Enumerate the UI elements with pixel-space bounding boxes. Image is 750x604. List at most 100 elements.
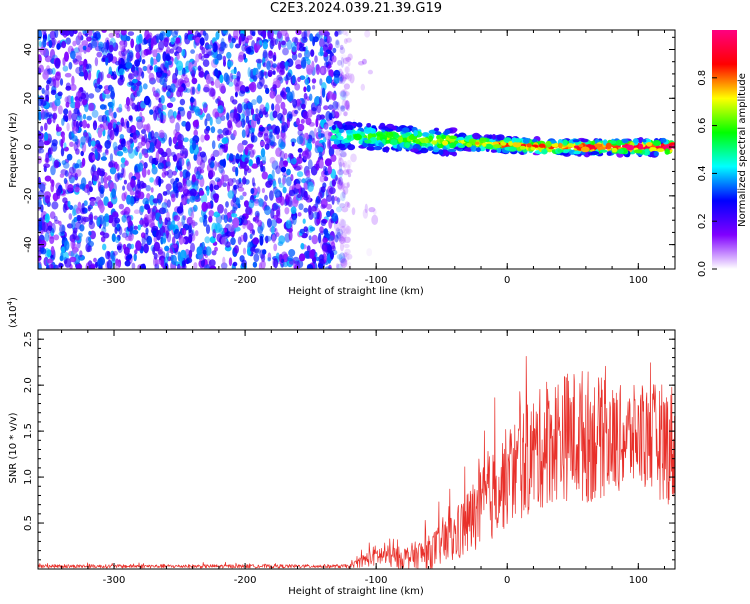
heatmap-noise-cell	[242, 110, 246, 119]
heatmap-noise-cell	[44, 175, 52, 182]
heatmap-noise-cell	[323, 176, 329, 182]
heatmap-noise-cell	[85, 184, 90, 189]
heatmap-noise-cell	[252, 229, 255, 236]
heatmap-ridge-cell	[385, 128, 394, 132]
heatmap-noise-cell	[275, 218, 283, 224]
heatmap-noise-cell	[247, 67, 251, 78]
heatmap-noise-cell	[144, 153, 149, 159]
heatmap-noise-cell	[275, 165, 281, 175]
heatmap-noise-cell	[209, 265, 217, 269]
heatmap-noise-cell	[40, 204, 44, 213]
heatmap-noise-cell	[230, 95, 235, 103]
heatmap-noise-cell	[68, 213, 73, 220]
heatmap-noise-cell	[75, 55, 82, 62]
heatmap-noise-cell	[271, 63, 277, 68]
heatmap-noise-cell	[159, 76, 165, 86]
heatmap-noise-cell	[206, 202, 212, 209]
heatmap-noise-cell	[287, 196, 293, 207]
heatmap-noise-cell	[88, 180, 92, 187]
heatmap-noise-cell	[141, 71, 145, 79]
heatmap-noise-cell	[140, 50, 147, 58]
heatmap-noise-cell	[92, 120, 98, 131]
heatmap-noise-cell	[323, 165, 327, 172]
heatmap-noise-cell	[340, 105, 346, 112]
heatmap-noise-cell	[204, 118, 208, 127]
heatmap-noise-cell	[129, 97, 134, 107]
heatmap-noise-cell	[186, 216, 193, 226]
heatmap-noise-cell	[156, 35, 160, 44]
heatmap-noise-cell	[238, 35, 242, 46]
heatmap-noise-cell	[286, 176, 292, 187]
heatmap-noise-cell	[146, 123, 151, 133]
heatmap-noise-cell	[301, 103, 306, 110]
heatmap-noise-cell	[222, 256, 226, 266]
heatmap-noise-cell	[141, 39, 148, 46]
heatmap-noise-cell	[358, 60, 365, 66]
heatmap-noise-cell	[344, 91, 350, 97]
heatmap-noise-cell	[177, 106, 185, 112]
heatmap-noise-cell	[138, 152, 143, 160]
heatmap-noise-cell	[271, 169, 275, 180]
heatmap-noise-cell	[327, 138, 331, 149]
heatmap-noise-cell	[82, 216, 90, 223]
heatmap-noise-cell	[188, 234, 193, 244]
heatmap-noise-cell	[202, 59, 210, 67]
heatmap-noise-cell	[280, 90, 285, 96]
heatmap-noise-cell	[339, 257, 347, 267]
heatmap-noise-cell	[177, 166, 183, 171]
heatmap-noise-cell	[171, 193, 176, 203]
heatmap-noise-cell	[338, 176, 343, 186]
heatmap-noise-cell	[342, 189, 346, 199]
heatmap-ridge-cell	[385, 131, 394, 138]
heatmap-noise-cell	[70, 95, 74, 104]
heatmap-noise-cell	[64, 72, 72, 78]
heatmap-noise-cell	[193, 129, 198, 137]
heatmap-ridge-cell	[449, 135, 458, 140]
heatmap-noise-cell	[340, 75, 346, 85]
heatmap-noise-cell	[141, 167, 147, 178]
heatmap-noise-cell	[145, 185, 151, 192]
heatmap-noise-cell	[193, 262, 198, 269]
heatmap-noise-cell	[87, 206, 91, 212]
heatmap-noise-cell	[309, 226, 316, 232]
heatmap-noise-cell	[309, 249, 315, 259]
heatmap-noise-cell	[237, 236, 242, 245]
heatmap-noise-cell	[373, 209, 377, 216]
heatmap-noise-cell	[101, 57, 106, 63]
heatmap-noise-cell	[125, 35, 131, 42]
heatmap-noise-cell	[177, 263, 181, 269]
top-x-ticks: -300 -200 -100 0 100	[61, 30, 666, 286]
colorbar-gradient	[712, 30, 737, 269]
heatmap-ridge-cell	[379, 134, 388, 142]
heatmap-ridge-cell	[594, 143, 600, 148]
heatmap-noise-cell	[44, 131, 49, 143]
heatmap-noise-cell	[342, 94, 346, 102]
heatmap-noise-cell	[294, 37, 298, 47]
heatmap-noise-cell	[206, 263, 211, 269]
heatmap-noise-cell	[285, 60, 289, 71]
heatmap-noise-cell	[340, 232, 347, 239]
heatmap-ridge-cell	[420, 137, 429, 144]
heatmap-noise-cell	[303, 195, 309, 201]
heatmap-noise-cell	[231, 37, 236, 44]
heatmap-noise-cell	[46, 79, 51, 85]
heatmap-ridge-cell	[626, 144, 635, 151]
heatmap-noise-cell	[103, 89, 110, 95]
heatmap-noise-cell	[314, 55, 318, 63]
heatmap-noise-cell	[253, 253, 260, 263]
heatmap-noise-cell	[282, 186, 287, 194]
heatmap-noise-cell	[222, 145, 228, 153]
heatmap-noise-cell	[77, 31, 83, 41]
heatmap-ridge-cell	[632, 138, 639, 144]
heatmap-noise-cell	[317, 191, 323, 200]
heatmap-noise-cell	[165, 161, 171, 167]
heatmap-ridge-cell	[562, 149, 570, 154]
heatmap-noise-cell	[96, 51, 103, 58]
heatmap-noise-cell	[169, 48, 175, 54]
heatmap-noise-cell	[223, 208, 228, 215]
heatmap-noise-cell	[326, 194, 333, 202]
heatmap-noise-cell	[151, 225, 159, 231]
heatmap-noise-cell	[227, 34, 232, 43]
heatmap-noise-cell	[262, 249, 267, 255]
heatmap-noise-cell	[221, 236, 227, 246]
